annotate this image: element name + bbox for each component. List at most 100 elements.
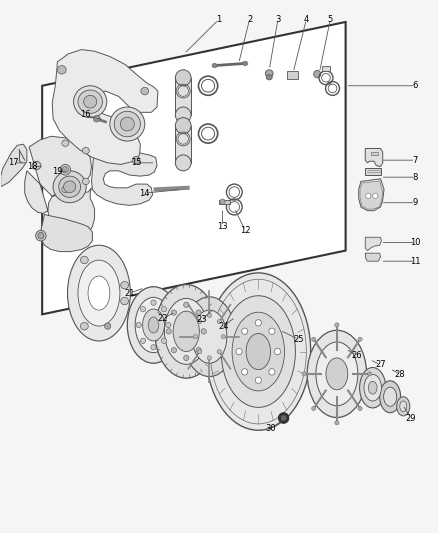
Ellipse shape <box>243 61 248 66</box>
Text: 8: 8 <box>413 173 418 182</box>
Text: 7: 7 <box>413 156 418 165</box>
Ellipse shape <box>400 401 407 411</box>
Polygon shape <box>365 253 381 261</box>
Ellipse shape <box>62 166 68 173</box>
Ellipse shape <box>384 387 397 406</box>
Ellipse shape <box>201 329 206 334</box>
Ellipse shape <box>196 310 201 315</box>
Ellipse shape <box>360 368 386 408</box>
Ellipse shape <box>183 297 236 376</box>
Ellipse shape <box>193 335 198 339</box>
Polygon shape <box>365 149 383 166</box>
Ellipse shape <box>78 90 102 114</box>
Text: 28: 28 <box>395 370 406 379</box>
Text: 5: 5 <box>328 15 333 24</box>
Ellipse shape <box>166 322 171 328</box>
Polygon shape <box>1 144 27 187</box>
Ellipse shape <box>81 256 88 264</box>
Ellipse shape <box>110 107 145 141</box>
Ellipse shape <box>120 117 134 131</box>
Ellipse shape <box>255 377 261 383</box>
Ellipse shape <box>143 309 164 341</box>
Text: 14: 14 <box>140 189 150 198</box>
Text: 29: 29 <box>406 414 417 423</box>
Ellipse shape <box>380 381 401 413</box>
Ellipse shape <box>135 297 172 353</box>
Text: 22: 22 <box>158 314 168 323</box>
Ellipse shape <box>368 381 377 394</box>
Ellipse shape <box>335 421 339 425</box>
Polygon shape <box>42 22 346 314</box>
Text: 10: 10 <box>410 238 421 247</box>
Ellipse shape <box>265 70 273 77</box>
Polygon shape <box>365 237 381 251</box>
Ellipse shape <box>196 348 201 353</box>
Polygon shape <box>41 214 92 252</box>
Polygon shape <box>287 71 298 79</box>
Ellipse shape <box>314 70 321 78</box>
Text: 19: 19 <box>52 167 63 176</box>
Text: 16: 16 <box>81 110 91 119</box>
Ellipse shape <box>171 310 177 315</box>
Text: 13: 13 <box>217 222 228 231</box>
Text: 12: 12 <box>240 226 251 235</box>
Ellipse shape <box>175 70 191 86</box>
Polygon shape <box>365 167 381 175</box>
Ellipse shape <box>217 350 222 354</box>
Ellipse shape <box>232 312 285 391</box>
Text: 15: 15 <box>131 158 141 167</box>
Text: 30: 30 <box>265 424 276 433</box>
Text: 21: 21 <box>124 288 135 297</box>
Ellipse shape <box>206 273 311 430</box>
Ellipse shape <box>148 317 159 333</box>
Ellipse shape <box>302 372 306 376</box>
Ellipse shape <box>217 319 222 324</box>
Ellipse shape <box>358 337 362 342</box>
Polygon shape <box>359 179 384 211</box>
Ellipse shape <box>366 193 371 198</box>
Ellipse shape <box>242 328 248 334</box>
Text: 25: 25 <box>293 335 304 344</box>
Ellipse shape <box>221 296 295 407</box>
Text: 27: 27 <box>375 360 386 369</box>
Ellipse shape <box>57 66 66 74</box>
Polygon shape <box>219 200 230 204</box>
Ellipse shape <box>105 323 111 329</box>
Ellipse shape <box>367 372 372 376</box>
Ellipse shape <box>335 323 339 327</box>
Ellipse shape <box>175 107 191 123</box>
Polygon shape <box>175 78 191 115</box>
Polygon shape <box>360 181 383 209</box>
Ellipse shape <box>198 350 201 354</box>
Ellipse shape <box>358 406 362 410</box>
Ellipse shape <box>32 161 41 169</box>
Ellipse shape <box>166 329 171 334</box>
Ellipse shape <box>141 306 145 312</box>
Ellipse shape <box>171 348 177 353</box>
Ellipse shape <box>155 285 218 378</box>
Ellipse shape <box>221 335 226 339</box>
Text: 2: 2 <box>247 15 252 24</box>
Ellipse shape <box>53 171 86 203</box>
Text: 26: 26 <box>351 351 362 360</box>
Ellipse shape <box>397 397 410 416</box>
Text: 6: 6 <box>413 81 418 90</box>
Ellipse shape <box>151 345 156 350</box>
Ellipse shape <box>269 328 275 334</box>
Ellipse shape <box>220 199 225 204</box>
Text: 11: 11 <box>410 257 421 265</box>
Ellipse shape <box>311 337 316 342</box>
Ellipse shape <box>161 338 166 343</box>
Ellipse shape <box>88 276 110 310</box>
Text: 1: 1 <box>216 15 222 24</box>
Text: 17: 17 <box>8 158 19 167</box>
Polygon shape <box>92 144 157 205</box>
Ellipse shape <box>184 302 189 308</box>
Ellipse shape <box>281 415 286 421</box>
Ellipse shape <box>127 287 180 364</box>
Polygon shape <box>371 152 378 155</box>
Ellipse shape <box>74 86 107 118</box>
Ellipse shape <box>212 63 217 68</box>
Ellipse shape <box>316 342 358 406</box>
Ellipse shape <box>184 356 189 361</box>
